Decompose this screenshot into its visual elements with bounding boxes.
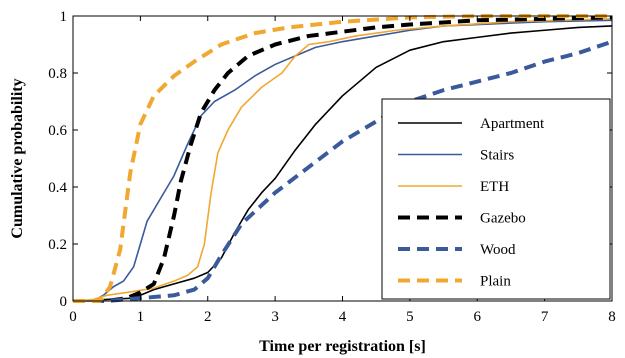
y-tick-label: 0.2 [48, 237, 67, 253]
legend-label-gazebo: Gazebo [480, 211, 526, 227]
series-line-wood [73, 39, 613, 303]
y-tick-label: 0.6 [48, 123, 67, 139]
x-tick-label: 5 [406, 309, 414, 325]
legend-label-eth: ETH [480, 179, 509, 195]
legend: Apartment Stairs ETH Gazebo Wood Plain [381, 98, 611, 300]
x-tick-label: 2 [204, 309, 212, 325]
y-tick-label: 1 [60, 9, 68, 25]
y-tick-label: 0.4 [48, 180, 67, 196]
series-line-plain [73, 14, 612, 303]
x-axis-title: Time per registration [s] [259, 338, 426, 355]
series-line-eth [72, 18, 613, 302]
series-line-apartment [72, 25, 613, 302]
x-tick-label: 8 [608, 309, 616, 325]
legend-label-wood: Wood [480, 242, 516, 258]
x-tick-label: 1 [137, 309, 145, 325]
x-tick-label: 0 [69, 309, 77, 325]
legend-box [381, 98, 611, 300]
axes: 0 1 2 3 4 5 6 7 8 0 0.2 0.4 0.6 0.8 1 [48, 9, 616, 325]
y-axis-title: Cumulative probability [9, 78, 26, 238]
x-tick-label: 7 [541, 309, 549, 325]
x-tick-label: 3 [271, 309, 279, 325]
y-tick-label: 0.8 [48, 66, 67, 82]
legend-label-plain: Plain [480, 274, 511, 290]
plot-area [72, 14, 613, 303]
series-line-stairs [73, 19, 613, 302]
legend-label-apartment: Apartment [480, 116, 545, 132]
x-tick-label: 6 [474, 309, 482, 325]
x-tick-label: 4 [339, 309, 347, 325]
y-tick-label: 0 [60, 294, 68, 310]
series-line-gazebo [73, 15, 613, 303]
legend-label-stairs: Stairs [480, 148, 514, 164]
